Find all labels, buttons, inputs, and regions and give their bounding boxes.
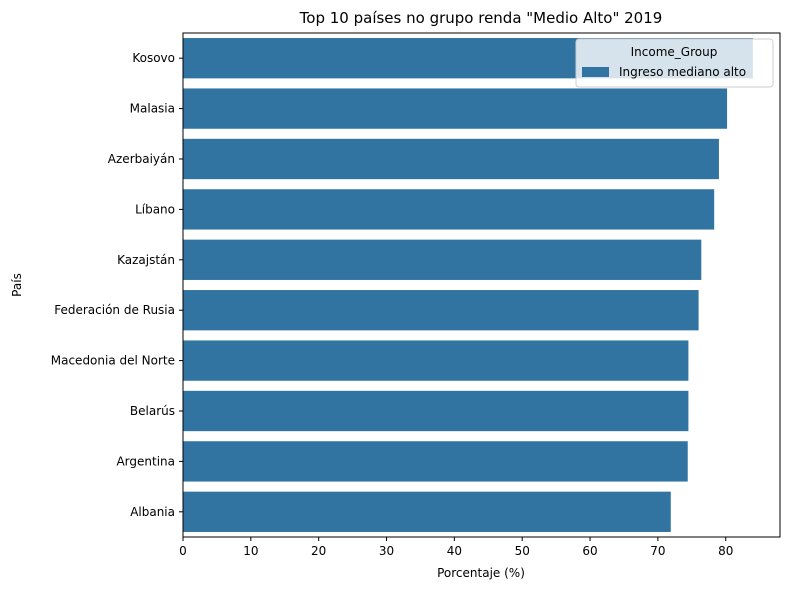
legend-swatch xyxy=(582,67,609,77)
x-tick-label: 60 xyxy=(582,544,597,558)
x-tick-label: 50 xyxy=(515,544,530,558)
x-axis-ticks: 0 10 20 30 40 50 60 70 80 xyxy=(179,537,733,558)
bar-Federación de Rusia xyxy=(183,290,699,331)
bar-Belarús xyxy=(183,390,689,432)
y-axis-ticks: Kosovo Malasia Azerbaiyán Líbano Kazajstán Fe… xyxy=(51,51,183,519)
x-tick-label: 40 xyxy=(447,544,462,558)
x-tick-label: 10 xyxy=(243,544,258,558)
bar-Albania xyxy=(183,491,671,532)
y-tick-label: Líbano xyxy=(135,202,175,216)
y-tick-label: Albania xyxy=(130,505,175,519)
x-tick-label: 80 xyxy=(718,544,733,558)
chart-title: Top 10 países no grupo renda "Medio Alto… xyxy=(299,9,663,27)
legend-box xyxy=(575,38,774,88)
x-tick-label: 0 xyxy=(179,544,187,558)
x-axis-label: Porcentaje (%) xyxy=(437,566,525,580)
y-tick-label: Malasia xyxy=(130,102,175,116)
legend-title: Income_Group xyxy=(631,45,718,59)
y-tick-label: Kazajstán xyxy=(117,253,175,267)
bar-Argentina xyxy=(183,441,688,482)
y-tick-label: Azerbaiyán xyxy=(108,152,175,166)
x-tick-label: 70 xyxy=(650,544,665,558)
bar-Macedonia del Norte xyxy=(183,340,689,381)
y-tick-label: Federación de Rusia xyxy=(54,303,175,317)
legend: Income_Group Ingreso mediano alto xyxy=(575,38,774,88)
y-tick-label: Kosovo xyxy=(132,51,175,65)
x-tick-label: 30 xyxy=(379,544,394,558)
bar-Azerbaiyán xyxy=(183,138,719,180)
bar-Malasia xyxy=(183,88,728,129)
bar-Kazajstán xyxy=(183,239,702,280)
y-tick-label: Macedonia del Norte xyxy=(51,354,175,368)
legend-entry-label: Ingreso mediano alto xyxy=(619,65,746,79)
bar-Líbano xyxy=(183,189,715,230)
y-tick-label: Argentina xyxy=(116,454,175,468)
y-axis-label: País xyxy=(10,273,24,297)
plot-frame xyxy=(182,32,781,538)
x-tick-label: 20 xyxy=(311,544,326,558)
y-tick-label: Belarús xyxy=(130,404,175,418)
bars-group xyxy=(183,38,753,532)
